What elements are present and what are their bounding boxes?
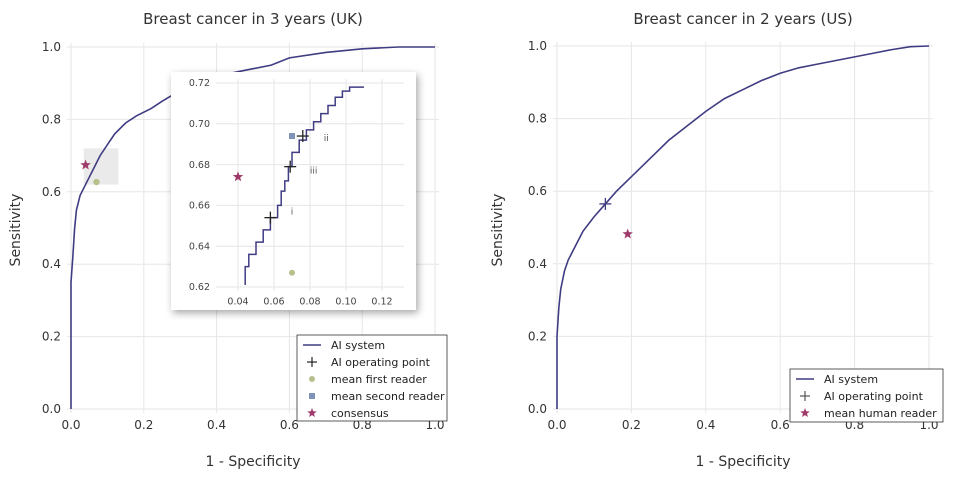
inset-grid [216, 79, 404, 291]
inset-ytick-label: 0.68 [189, 160, 210, 171]
legend-item-consensus: consensus [331, 407, 389, 420]
inset-xtick-label: 0.10 [335, 297, 356, 308]
inset-xtick-label: 0.06 [263, 297, 284, 308]
chart-us-grid [553, 42, 933, 413]
plus-icon [307, 357, 317, 367]
inset-annotation: iii [310, 167, 318, 177]
uk-ytick-label: 1.0 [42, 40, 61, 54]
chart-uk-points [80, 159, 100, 186]
chart-uk: Breast cancer in 3 years (UK) 0.0 0.2 0.4 0… [8, 10, 448, 470]
legend-item-ai-operating-point: AI operating point [824, 390, 924, 403]
inset-ytick-label: 0.64 [189, 241, 210, 252]
chart-us-title: Breast cancer in 2 years (US) [633, 10, 852, 28]
ai-system-roc-curve-us [556, 45, 930, 409]
uk-xtick-label: 0.6 [280, 418, 299, 432]
legend-item-ai-operating-point: AI operating point [331, 356, 431, 369]
first-reader-marker [289, 269, 295, 276]
second-reader-marker [289, 133, 295, 140]
chart-uk-xlabel: 1 - Specificity [205, 454, 300, 470]
ai-operating-point-marker [599, 197, 612, 210]
inset-ytick-label: 0.62 [189, 282, 210, 293]
inset-annotation: i [291, 208, 294, 218]
us-ytick-label: 0.2 [528, 329, 547, 343]
star-icon [307, 408, 317, 418]
uk-ytick-label: 0.6 [42, 185, 61, 199]
us-ytick-label: 1.0 [528, 39, 547, 53]
chart-us-legend: AI system AI operating point mean human … [789, 368, 944, 423]
chart-uk-title: Breast cancer in 3 years (UK) [143, 10, 363, 28]
inset-ytick-label: 0.66 [189, 201, 210, 212]
us-xtick-label: 0.0 [547, 418, 566, 432]
human-reader-marker [622, 228, 633, 239]
legend-box-us [789, 368, 944, 423]
ai-operating-point-marker [284, 160, 297, 173]
uk-ytick-label: 0.2 [42, 330, 61, 344]
ai-operating-point-marker [296, 130, 309, 143]
chart-us-points [599, 197, 633, 239]
inset-ticks: 0.04 0.06 0.08 0.10 0.12 0.62 0.64 0.66 0.68 0.70… [189, 78, 393, 307]
legend-item-first-reader: mean first reader [331, 373, 427, 386]
chart-us-ylabel: Sensitivity [490, 194, 506, 267]
star-icon [800, 408, 810, 418]
us-ytick-label: 0.0 [528, 402, 547, 416]
chart-uk-legend: AI system AI operating point mean first … [296, 334, 448, 422]
consensus-marker [232, 171, 244, 182]
uk-xtick-label: 0.4 [207, 418, 226, 432]
legend-item-ai-system: AI system [824, 373, 878, 386]
consensus-marker [80, 159, 91, 170]
chart-uk-ticks: 0.0 0.2 0.4 0.6 0.8 1.0 0.0 0.2 0.4 0.6 0.8 1.0 [42, 40, 445, 432]
us-ytick-label: 0.6 [528, 184, 547, 198]
first-reader-marker [93, 178, 100, 186]
uk-xtick-label: 0.8 [353, 418, 372, 432]
uk-xtick-label: 0.0 [61, 418, 80, 432]
us-xtick-label: 0.4 [696, 418, 715, 432]
chart-us-xlabel: 1 - Specificity [695, 454, 790, 470]
legend-item-second-reader: mean second reader [331, 390, 445, 403]
inset-ytick-label: 0.72 [189, 78, 210, 89]
uk-ytick-label: 0.8 [42, 112, 61, 126]
uk-xtick-label: 0.2 [134, 418, 153, 432]
us-ytick-label: 0.4 [528, 257, 547, 271]
chart-us: Breast cancer in 2 years (US) 0.0 0.2 0.4 0… [490, 10, 944, 470]
square-icon [309, 393, 315, 399]
ai-system-roc-curve [70, 46, 435, 409]
inset-xtick-label: 0.08 [299, 297, 320, 308]
chart-uk-ylabel: Sensitivity [8, 194, 24, 267]
zoom-inset: 0.04 0.06 0.08 0.10 0.12 0.62 0.64 0.66 0.68 0.70… [171, 72, 416, 310]
inset-xtick-label: 0.12 [371, 297, 392, 308]
legend-item-ai-system: AI system [331, 339, 385, 352]
us-ytick-label: 0.8 [528, 112, 547, 126]
inset-xtick-label: 0.04 [227, 297, 248, 308]
plus-icon [800, 391, 810, 401]
ai-operating-point-marker [264, 211, 277, 224]
uk-ytick-label: 0.4 [42, 257, 61, 271]
us-xtick-label: 0.6 [771, 418, 790, 432]
uk-xtick-label: 1.0 [425, 418, 444, 432]
uk-ytick-label: 0.0 [42, 402, 61, 416]
legend-item-mean-human-reader: mean human reader [824, 407, 937, 420]
us-xtick-label: 0.2 [622, 418, 641, 432]
inset-ytick-label: 0.70 [189, 119, 210, 130]
circle-icon [309, 376, 315, 382]
inset-annotation: ii [324, 134, 329, 144]
legend-box [296, 334, 448, 422]
